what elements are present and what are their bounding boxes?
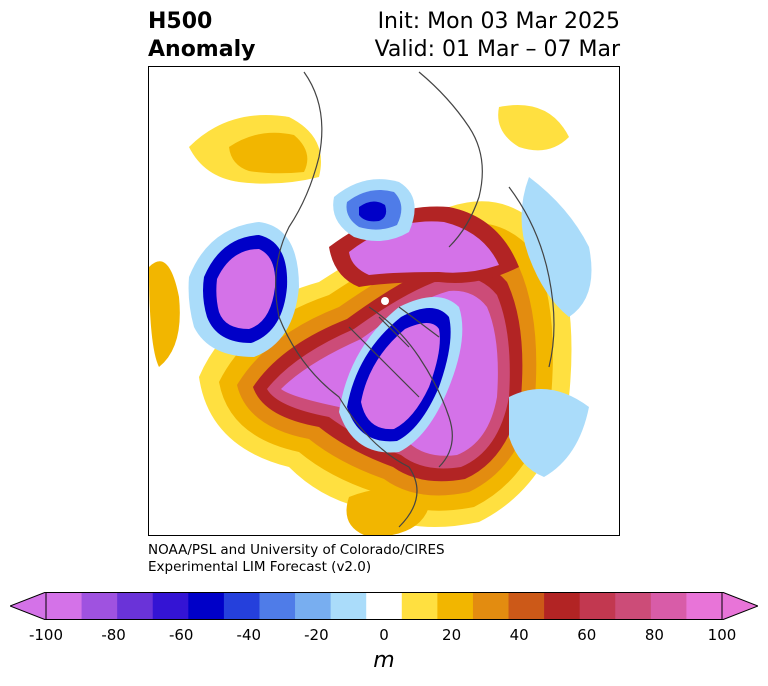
title-line1: H500 xyxy=(148,9,213,34)
other-positive xyxy=(149,105,569,535)
colorbar-cell xyxy=(508,592,545,620)
colorbar-ticks: -100 -80 -60 -40 -20 0 20 40 60 80 100 xyxy=(0,626,768,646)
colorbar-cell xyxy=(579,592,616,620)
colorbar-cell xyxy=(117,592,154,620)
colorbar-cell xyxy=(650,592,687,620)
negative-anomaly-fill xyxy=(188,177,592,477)
colorbar-cell xyxy=(223,592,260,620)
colorbar-cell xyxy=(295,592,332,620)
credit-line2: Experimental LIM Forecast (v2.0) xyxy=(148,559,372,575)
colorbar-cells xyxy=(46,592,723,620)
title: H500 Anomaly xyxy=(148,8,255,64)
colorbar-tick-label: -100 xyxy=(28,626,64,644)
colorbar-tick-label: -80 xyxy=(101,626,126,644)
colorbar-cell xyxy=(437,592,474,620)
colorbar-cell xyxy=(46,592,83,620)
colorbar xyxy=(10,592,758,620)
colorbar-over-arrow xyxy=(721,592,758,620)
credit-line1: NOAA/PSL and University of Colorado/CIRE… xyxy=(148,542,445,558)
colorbar-tick-label: 20 xyxy=(442,626,462,644)
colorbar-tick-label: -60 xyxy=(168,626,194,644)
colorbar-tick-label: 60 xyxy=(577,626,597,644)
map-panel xyxy=(148,66,620,536)
colorbar-cell xyxy=(401,592,438,620)
title-line2: Anomaly xyxy=(148,37,256,62)
colorbar-cell xyxy=(81,592,118,620)
valid-range: Valid: 01 Mar – 07 Mar xyxy=(374,37,620,62)
colorbar-tick-label: 100 xyxy=(707,626,737,644)
colorbar-cell xyxy=(259,592,296,620)
coastline-lines xyxy=(275,71,555,528)
colorbar-cell xyxy=(472,592,510,620)
colorbar-cell xyxy=(366,592,403,620)
anomaly-map xyxy=(149,71,592,535)
colorbar-tick-label: 80 xyxy=(644,626,664,644)
colorbar-cell xyxy=(330,592,367,620)
colorbar-tick-label: -20 xyxy=(304,626,329,644)
colorbar-cell xyxy=(188,592,225,620)
colorbar-cell xyxy=(152,592,189,620)
init-time: Init: Mon 03 Mar 2025 xyxy=(377,9,620,34)
colorbar-under-arrow xyxy=(10,592,47,620)
credit-text: NOAA/PSL and University of Colorado/CIRE… xyxy=(148,542,445,576)
colorbar-tick-label: 0 xyxy=(379,626,389,644)
colorbar-tick-label: -40 xyxy=(236,626,262,644)
colorbar-cell xyxy=(615,592,652,620)
colorbar-unit: m xyxy=(373,648,395,673)
colorbar-tick-label: 40 xyxy=(509,626,529,644)
colorbar-outline xyxy=(45,592,723,620)
subtitle: Init: Mon 03 Mar 2025 Valid: 01 Mar – 07… xyxy=(375,8,620,64)
colorbar-cell xyxy=(544,592,581,620)
colorbar-cell xyxy=(686,592,723,620)
